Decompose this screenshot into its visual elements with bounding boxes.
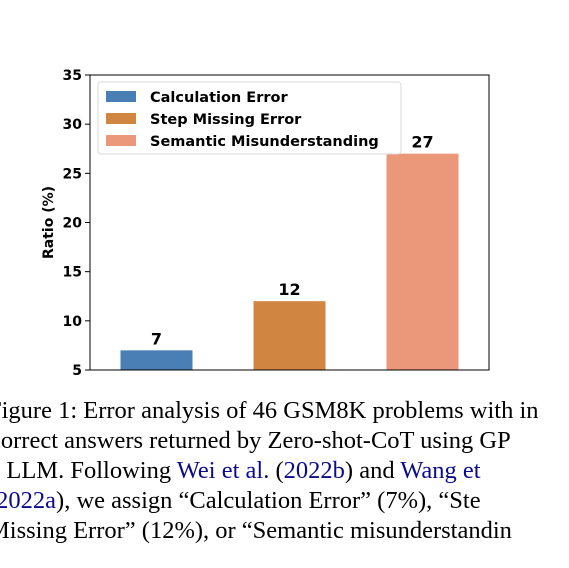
citation-link-wei[interactable]: Wei et al. xyxy=(176,457,270,484)
caption-line-3: 3 LLM. Following Wei et al. (2022b) and … xyxy=(0,456,569,486)
caption-text: ( xyxy=(269,457,284,484)
legend-entry: Calculation Error xyxy=(150,90,288,106)
caption-text: correct answers returned by Zero-shot-Co… xyxy=(0,427,511,454)
data-label: 27 xyxy=(411,133,433,152)
y-tick-label: 25 xyxy=(63,166,82,182)
caption-text: Figure 1: Error analysis of 46 GSM8K pro… xyxy=(0,397,539,424)
y-axis-label: Ratio (%) xyxy=(41,186,57,259)
bar-step-missing-error xyxy=(253,301,326,370)
legend-swatch xyxy=(106,91,136,102)
caption-text: Missing Error” (12%), or “Semantic misun… xyxy=(0,517,512,544)
citation-year-link-wang[interactable]: 2022a xyxy=(0,487,57,514)
citation-year-link-wei[interactable]: 2022b xyxy=(283,457,345,484)
bar-calculation-error xyxy=(120,350,193,370)
citation-link-wang[interactable]: Wang et xyxy=(400,457,481,484)
data-label: 7 xyxy=(151,329,162,348)
caption-text: 3 LLM. Following xyxy=(0,457,177,484)
caption-line-2: correct answers returned by Zero-shot-Co… xyxy=(0,426,569,456)
caption-text: ), we assign “Calculation Error” (7%), “… xyxy=(56,487,481,514)
legend-entry: Semantic Misunderstanding xyxy=(150,134,379,150)
y-tick-label: 30 xyxy=(63,117,83,133)
data-label: 12 xyxy=(278,280,300,299)
figure-caption: Figure 1: Error analysis of 46 GSM8K pro… xyxy=(0,396,569,546)
caption-line-5: Missing Error” (12%), or “Semantic misun… xyxy=(0,516,569,546)
caption-line-4: (2022a), we assign “Calculation Error” (… xyxy=(0,486,569,516)
legend-swatch xyxy=(106,113,136,124)
y-tick-label: 10 xyxy=(63,314,83,330)
y-tick-label: 15 xyxy=(63,265,82,281)
bar-semantic-misunderstanding xyxy=(386,153,459,370)
y-tick-label: 35 xyxy=(63,68,82,84)
caption-line-1: Figure 1: Error analysis of 46 GSM8K pro… xyxy=(0,396,569,426)
caption-text: ) and xyxy=(344,457,401,484)
legend-swatch xyxy=(106,135,136,146)
legend-box xyxy=(97,81,402,155)
y-tick-label: 5 xyxy=(72,363,82,379)
error-analysis-bar-chart: 7 12 27 5 10 15 20 25 30 35 Ratio (%) Calculation E… xyxy=(41,68,490,379)
y-tick-label: 20 xyxy=(63,216,83,232)
legend-entry: Step Missing Error xyxy=(150,112,302,128)
